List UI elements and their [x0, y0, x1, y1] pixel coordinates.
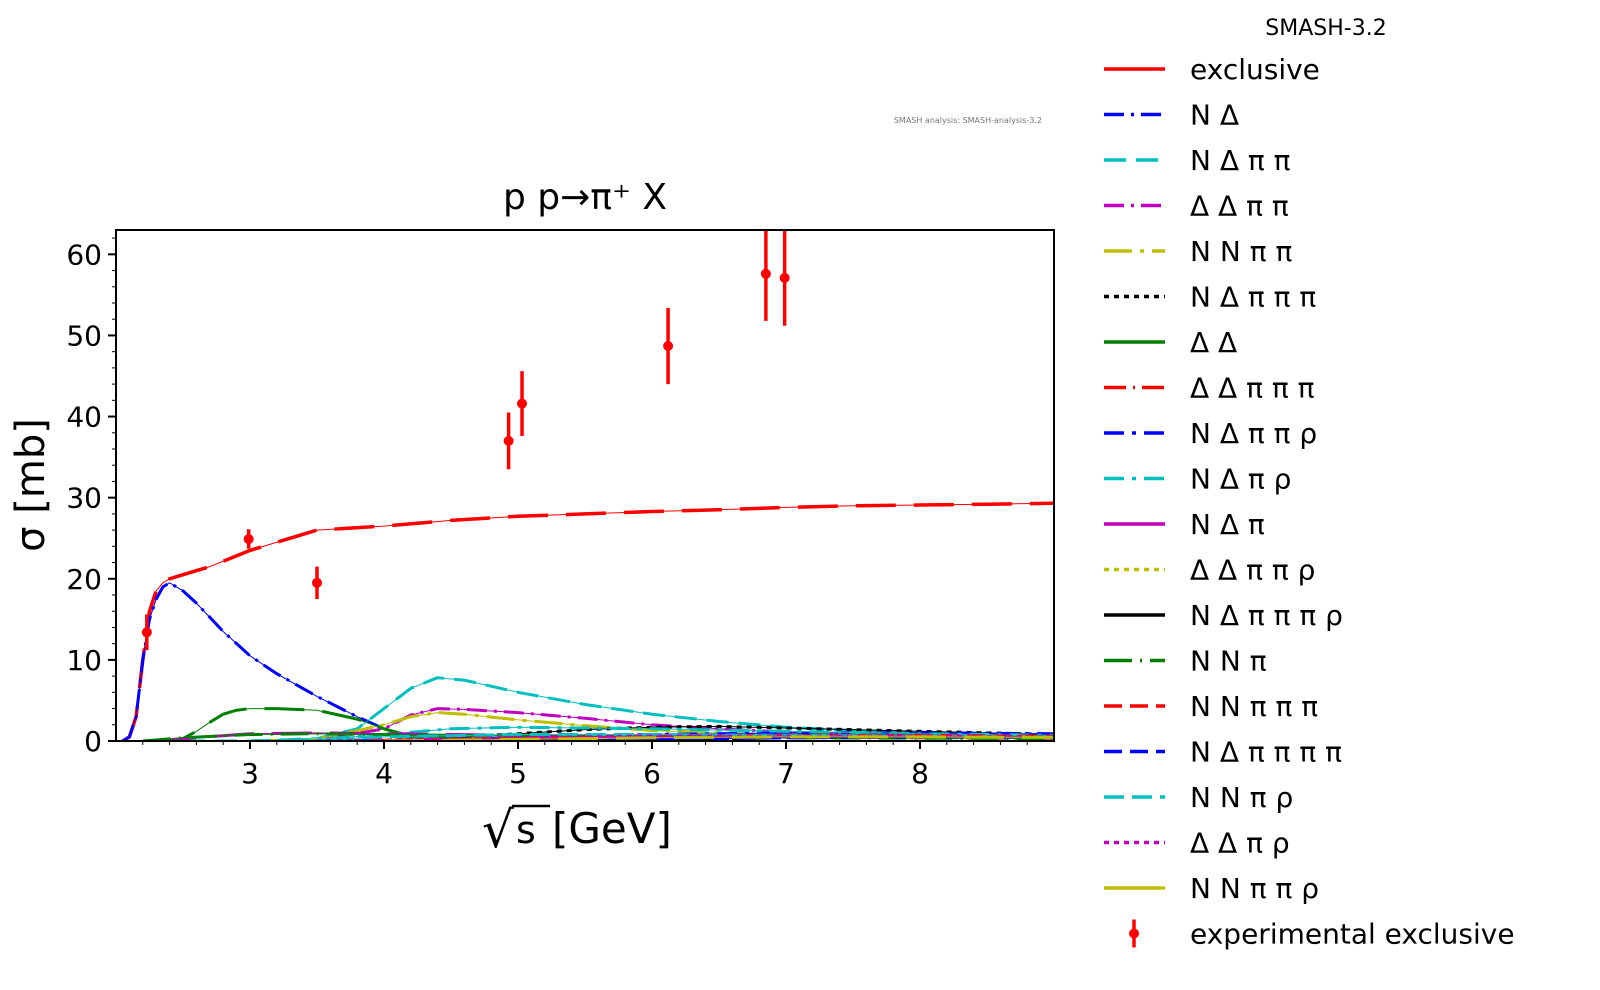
experimental-point-1: [243, 534, 254, 545]
legend-label-17: Δ Δ π ρ: [1190, 827, 1290, 860]
experimental-point-3: [503, 435, 514, 446]
series-line-0-dashes: [121, 501, 1054, 741]
legend-label-3: Δ Δ π π: [1190, 190, 1289, 223]
x-axis: 3 4 5 6 7 8: [142, 741, 1028, 790]
legend-label-16: N N π ρ: [1190, 781, 1293, 814]
y-tick-label-2: 20: [66, 563, 102, 596]
x-axis-label-radical: √: [482, 801, 514, 859]
series-layer: [121, 501, 1054, 741]
legend: exclusive N Δ N Δ π π Δ Δ π π N N π π N Δ π π…: [1104, 53, 1515, 951]
y-tick-label-3: 30: [66, 482, 102, 515]
legend-label-experimental: experimental exclusive: [1190, 918, 1515, 951]
legend-label-9: N Δ π ρ: [1190, 463, 1291, 496]
y-axis-label: σ [mb]: [8, 418, 54, 552]
x-tick-label-2: 5: [509, 757, 527, 790]
x-axis-label-unit: [GeV]: [552, 804, 672, 853]
experimental-point-7: [779, 272, 790, 283]
legend-label-10: N Δ π: [1190, 508, 1265, 541]
series-line-1: [122, 582, 452, 741]
y-tick-label-1: 10: [66, 644, 102, 677]
legend-label-5: N Δ π π π: [1190, 281, 1316, 314]
experimental-layer: [141, 230, 790, 651]
legend-label-13: N N π: [1190, 645, 1267, 678]
x-tick-label-4: 7: [777, 757, 795, 790]
y-tick-label-0: 0: [84, 725, 102, 758]
legend-label-2: N Δ π π: [1190, 144, 1291, 177]
experimental-point-5: [663, 340, 674, 351]
legend-label-1: N Δ: [1190, 99, 1239, 132]
legend-label-15: N Δ π π π π: [1190, 736, 1342, 769]
y-tick-label-5: 50: [66, 319, 102, 352]
x-axis-label-variable: s: [516, 808, 536, 852]
legend-label-6: Δ Δ: [1190, 326, 1237, 359]
y-tick-label-4: 40: [66, 401, 102, 434]
series-line-1-dashes: [121, 581, 452, 741]
experimental-point-4: [517, 398, 528, 409]
legend-title: SMASH-3.2: [1265, 16, 1386, 41]
y-tick-label-6: 60: [66, 238, 102, 271]
series-line-3-dashes: [249, 707, 1054, 741]
chart-title: p p→π⁺ X: [503, 177, 667, 218]
legend-label-14: N N π π π: [1190, 690, 1318, 723]
experimental-point-2: [312, 577, 322, 588]
plot-frame: [115, 229, 1055, 742]
legend-label-0: exclusive: [1190, 53, 1320, 86]
legend-label-12: N Δ π π π ρ: [1190, 599, 1343, 632]
x-tick-label-3: 6: [643, 757, 661, 790]
x-tick-label-1: 4: [375, 757, 393, 790]
experimental-point-6: [760, 268, 771, 279]
x-axis-label: √ s [GeV]: [482, 801, 672, 859]
x-tick-label-5: 8: [911, 757, 929, 790]
legend-label-7: Δ Δ π π π: [1190, 372, 1315, 405]
legend-swatch-experimental-point: [1129, 928, 1139, 939]
legend-label-18: N N π π ρ: [1190, 872, 1319, 905]
experimental-point-0: [141, 627, 152, 638]
x-tick-label-0: 3: [241, 757, 259, 790]
series-line-4-dashes: [249, 711, 1054, 741]
legend-label-4: N N π π: [1190, 235, 1292, 268]
version-note: SMASH analysis: SMASH-analysis-3.2: [894, 116, 1042, 125]
y-axis: 0 10 20 30 40 50 60: [66, 237, 116, 758]
legend-label-11: Δ Δ π π ρ: [1190, 554, 1315, 587]
legend-label-8: N Δ π π ρ: [1190, 417, 1317, 450]
series-line-18-dashes: [383, 735, 1054, 741]
